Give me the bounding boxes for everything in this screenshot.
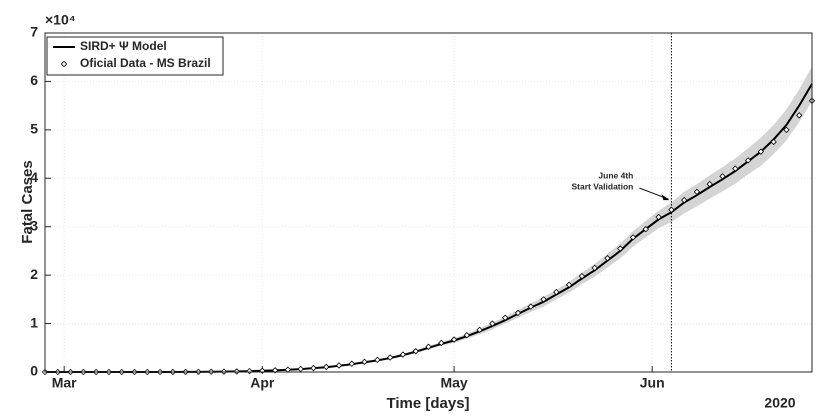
confidence-band [45,66,812,373]
data-point [578,272,586,280]
y-tick-label: 6 [30,72,38,88]
data-point [732,165,739,172]
data-point [655,213,662,221]
x-axis-label: Time [days] [386,395,469,412]
data-point [527,303,534,310]
y-tick-label: 4 [30,169,38,185]
data-point [489,320,496,327]
data-point [591,264,598,272]
data-point [617,245,624,252]
annotation-text: June 4th [598,170,633,180]
data-point [386,354,394,361]
data-point [744,157,752,164]
data-point [476,326,483,334]
data-point [297,365,304,373]
legend-marker [60,60,68,68]
legend-label: Oficial Data - MS Brazil [80,56,211,70]
data-point [233,368,240,375]
data-point [310,364,317,372]
data-point [629,234,637,241]
y-tick-label: 2 [30,266,38,282]
data-point [323,363,330,371]
y-tick-label: 0 [30,363,38,379]
data-point [399,351,407,358]
y-multiplier: ×10⁴ [45,12,76,28]
data-point [412,348,419,355]
data-point [553,288,560,296]
data-point [693,188,701,196]
data-point [514,309,522,317]
data-point [770,138,777,146]
annotation-text: Start Validation [572,181,634,191]
plot-frame [44,32,813,373]
data-point [604,255,611,262]
data-point [681,196,688,204]
x-year-label: 2020 [764,395,795,411]
x-tick-label: Jun [640,375,665,391]
y-tick-label: 5 [30,121,38,137]
data-point [719,173,726,180]
data-point [348,360,355,367]
y-tick-label: 7 [30,24,38,40]
legend-label: SIRD+ Ψ Model [80,39,167,53]
legend-box [46,36,224,76]
data-point [706,180,713,188]
data-point [796,112,803,119]
model-line [45,83,813,373]
x-tick-label: Apr [250,375,275,391]
data-point [783,126,790,134]
data-point [259,367,266,374]
data-point [246,367,253,375]
data-point [668,206,675,213]
y-tick-label: 1 [30,314,38,330]
data-point [450,336,458,343]
data-point [335,362,343,369]
data-point [438,339,445,347]
data-point [374,356,381,364]
data-point [540,296,547,303]
data-point [642,225,649,233]
data-point [502,314,509,321]
legend: SIRD+ Ψ Model Oficial Data - MS Brazil [46,36,224,76]
data-point [425,343,432,350]
data-point [757,148,765,155]
data-point [361,358,368,365]
y-axis-label: Fatal Cases [19,160,36,243]
y-tick-label: 3 [30,217,38,233]
data-point [463,332,471,339]
annotation-arrowhead [661,194,670,201]
x-tick-label: Mar [52,375,77,391]
data-point [565,281,573,288]
x-tick-label: May [440,375,467,391]
